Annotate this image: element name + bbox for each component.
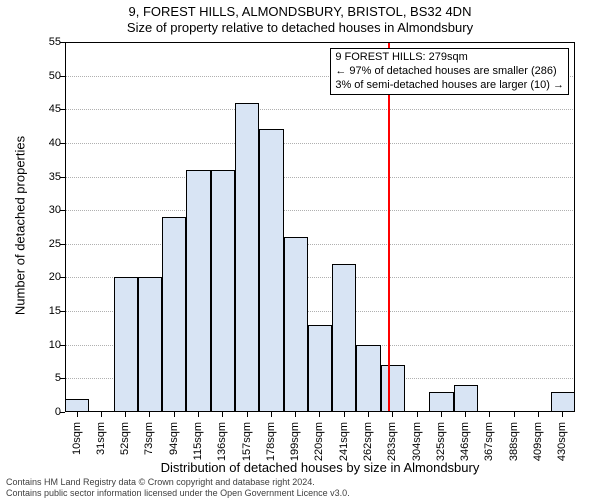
title-line-1: 9, FOREST HILLS, ALMONDSBURY, BRISTOL, B… — [0, 4, 600, 20]
y-tick-label: 15 — [21, 305, 61, 317]
x-tick-mark — [319, 412, 320, 417]
plot-frame — [65, 42, 575, 412]
y-tick-label: 5 — [21, 372, 61, 384]
x-tick-mark — [149, 412, 150, 417]
x-tick-mark — [247, 412, 248, 417]
x-tick-mark — [441, 412, 442, 417]
x-tick-mark — [514, 412, 515, 417]
x-tick-mark — [222, 412, 223, 417]
annotation-line-3: 3% of semi-detached houses are larger (1… — [335, 79, 564, 93]
y-axis-label: Number of detached properties — [13, 126, 28, 326]
y-tick-label: 20 — [21, 271, 61, 283]
x-tick-mark — [77, 412, 78, 417]
y-tick-label: 10 — [21, 339, 61, 351]
x-tick-mark — [101, 412, 102, 417]
x-tick-mark — [125, 412, 126, 417]
y-tick-label: 25 — [21, 238, 61, 250]
x-tick-mark — [562, 412, 563, 417]
footer-line-1: Contains HM Land Registry data © Crown c… — [6, 477, 350, 487]
x-tick-mark — [417, 412, 418, 417]
y-tick-label: 35 — [21, 171, 61, 183]
x-tick-mark — [344, 412, 345, 417]
x-axis-label: Distribution of detached houses by size … — [65, 460, 575, 475]
x-tick-mark — [538, 412, 539, 417]
y-tick-label: 55 — [21, 36, 61, 48]
y-tick-mark — [60, 412, 65, 413]
annotation-line-2: ← 97% of detached houses are smaller (28… — [335, 65, 564, 79]
x-tick-mark — [489, 412, 490, 417]
y-tick-label: 50 — [21, 70, 61, 82]
footer: Contains HM Land Registry data © Crown c… — [6, 477, 350, 498]
x-tick-mark — [368, 412, 369, 417]
x-tick-mark — [174, 412, 175, 417]
footer-line-2: Contains public sector information licen… — [6, 488, 350, 498]
y-tick-label: 30 — [21, 204, 61, 216]
title-line-2: Size of property relative to detached ho… — [0, 20, 600, 36]
annotation-line-1: 9 FOREST HILLS: 279sqm — [335, 51, 564, 65]
x-tick-mark — [198, 412, 199, 417]
annotation-box: 9 FOREST HILLS: 279sqm ← 97% of detached… — [330, 48, 569, 95]
title-block: 9, FOREST HILLS, ALMONDSBURY, BRISTOL, B… — [0, 4, 600, 37]
chart-root: 9, FOREST HILLS, ALMONDSBURY, BRISTOL, B… — [0, 0, 600, 500]
y-tick-label: 45 — [21, 103, 61, 115]
x-tick-mark — [465, 412, 466, 417]
y-tick-label: 40 — [21, 137, 61, 149]
x-tick-mark — [392, 412, 393, 417]
x-tick-mark — [271, 412, 272, 417]
y-tick-label: 0 — [21, 406, 61, 418]
x-tick-mark — [295, 412, 296, 417]
plot-area: 9 FOREST HILLS: 279sqm ← 97% of detached… — [65, 42, 575, 412]
